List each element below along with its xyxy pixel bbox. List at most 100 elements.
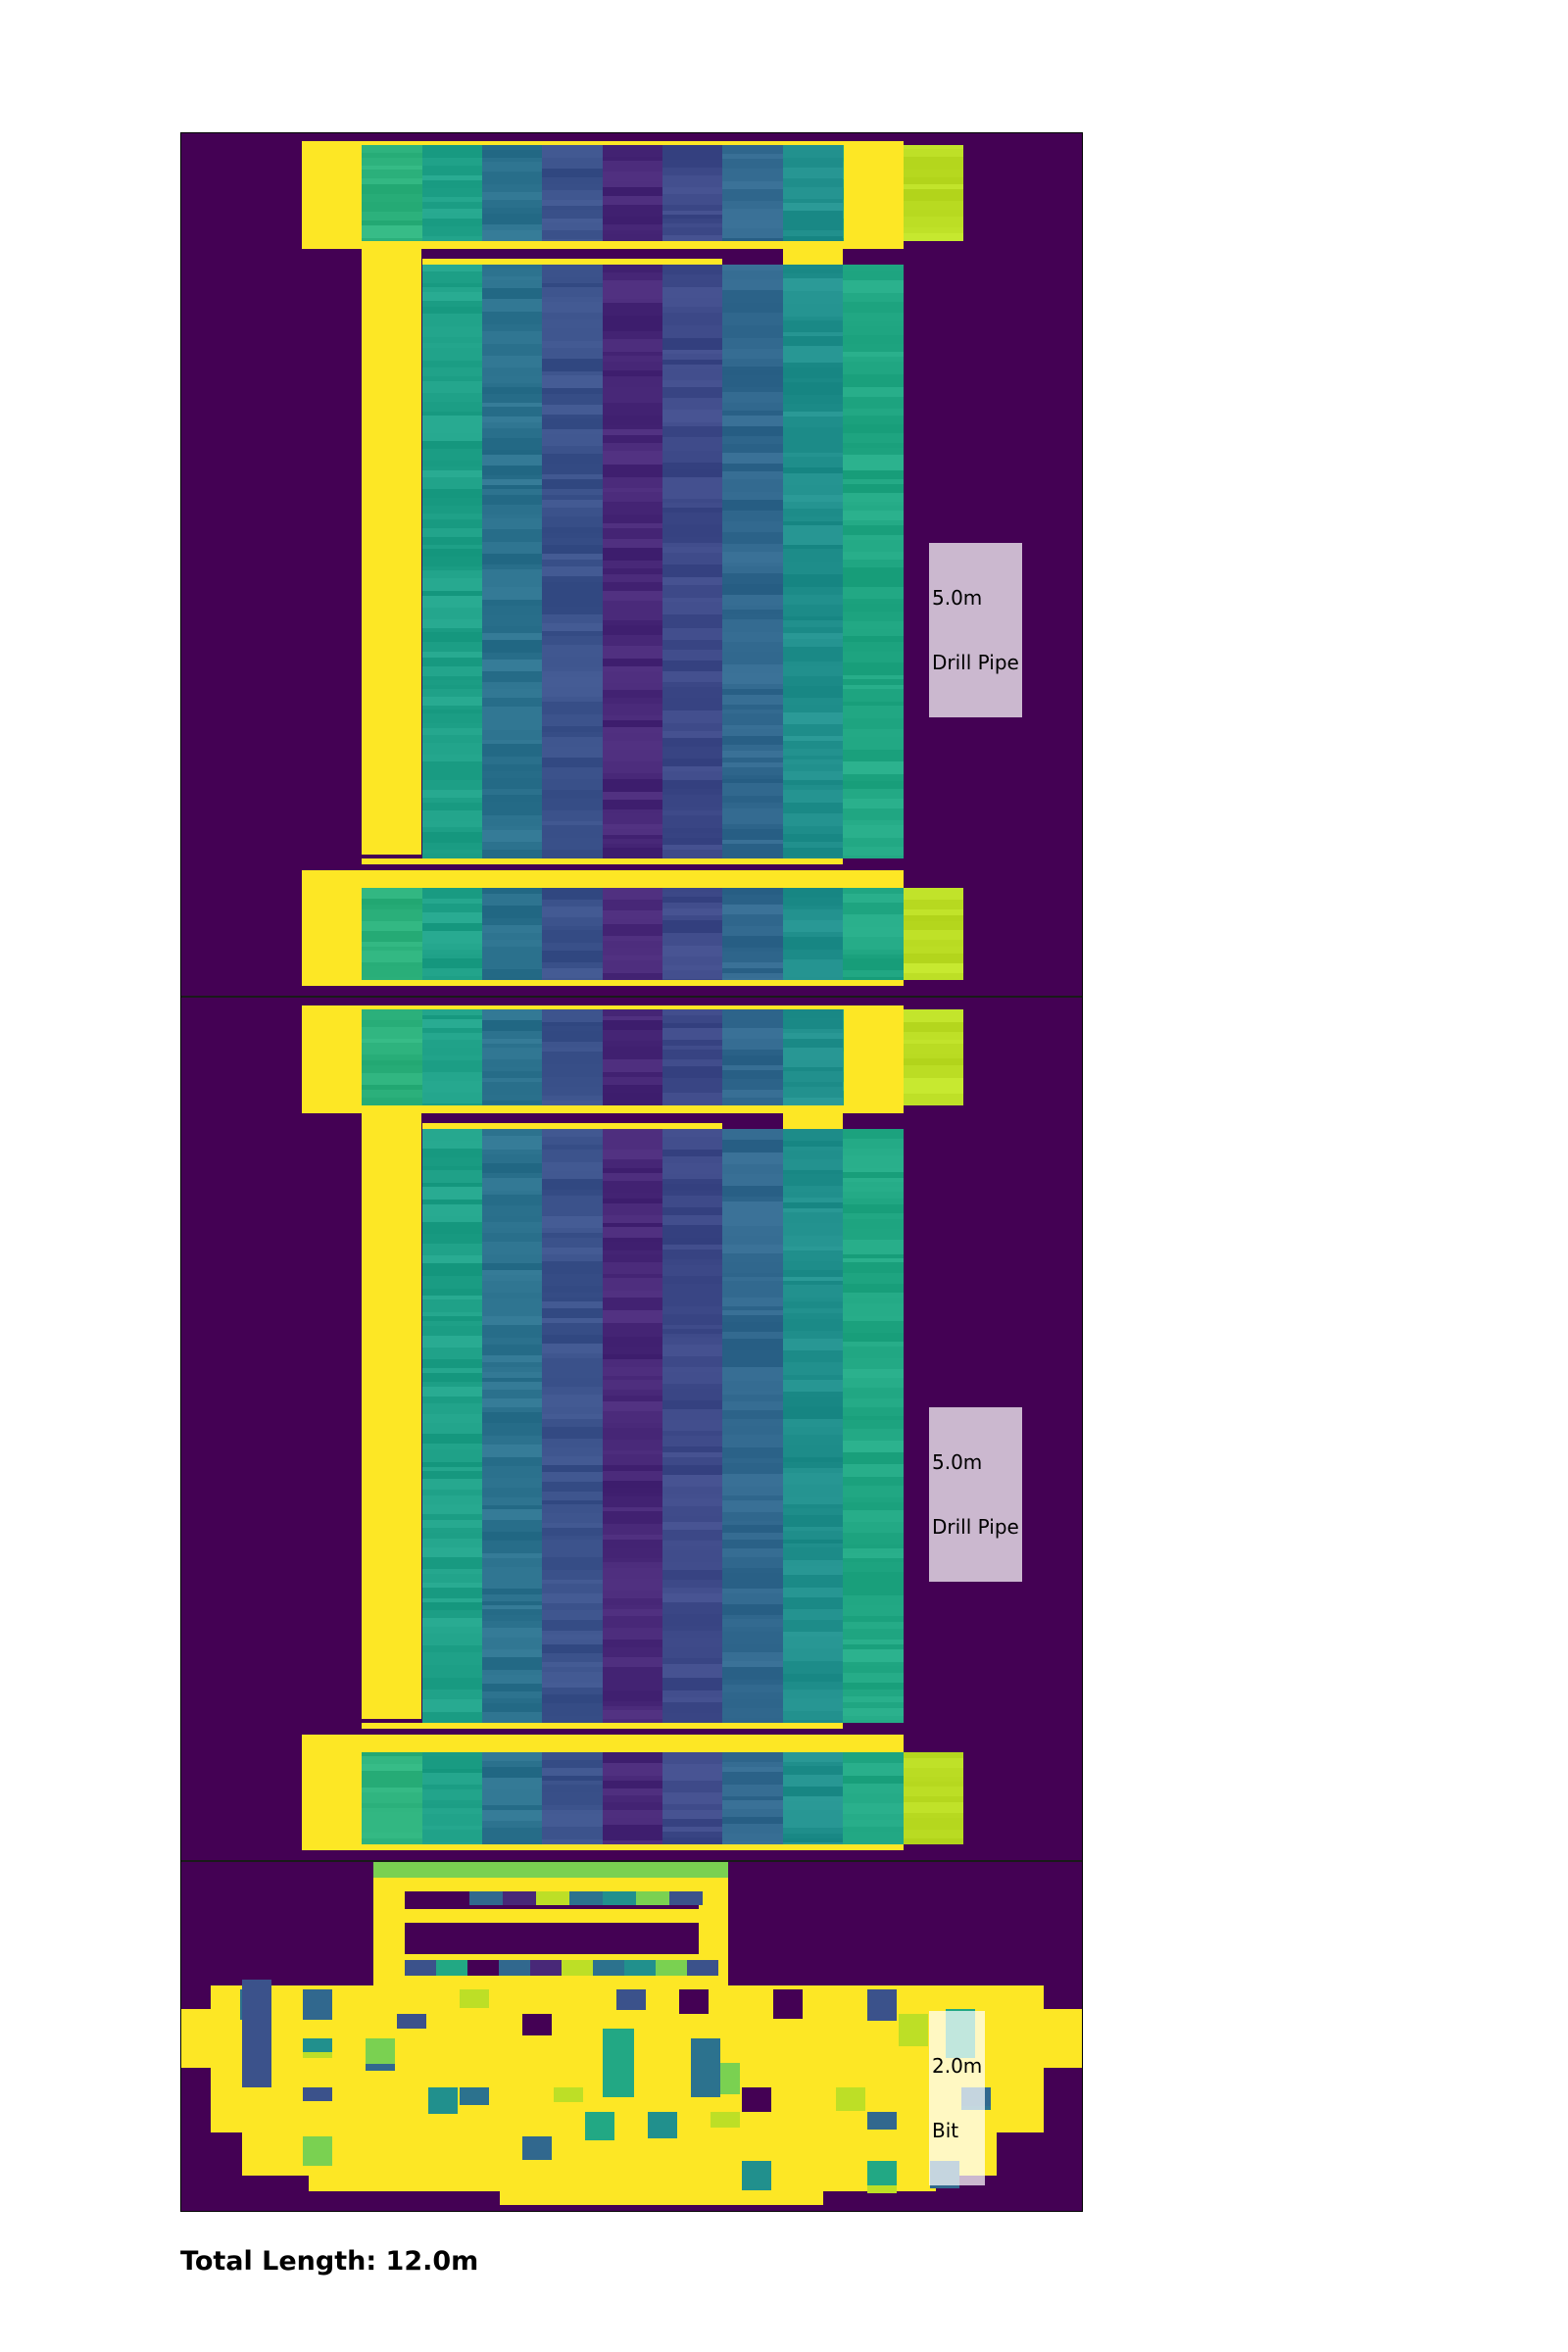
pipe-bore-cell	[482, 1281, 542, 1293]
pipe-bore-cell	[662, 602, 722, 614]
pipe-bore-cell	[662, 577, 722, 585]
tool-joint-cell	[542, 169, 603, 177]
pipe-bore-cell	[662, 1259, 722, 1265]
pipe-bore-cell	[542, 302, 603, 313]
pipe-bore-cell	[422, 381, 482, 393]
pipe-bore-cell	[843, 1369, 904, 1378]
pipe-bore-cell	[542, 1593, 603, 1603]
pipe-bore-cell	[542, 1196, 603, 1208]
pipe-bore-cell	[542, 464, 603, 474]
pipe-bore-cell	[843, 484, 904, 493]
pipe-bore-cell	[662, 628, 722, 640]
pipe-bore-cell	[482, 1228, 542, 1233]
tool-joint-cell	[783, 145, 843, 158]
pipe-bore-cell	[542, 1504, 603, 1513]
pipe-bore-cell	[542, 1703, 603, 1716]
pipe-bore-cell	[662, 766, 722, 771]
pipe-bore-cell	[783, 359, 843, 363]
pipe-bore-cell	[722, 387, 783, 392]
pipe-bore-cell	[783, 712, 843, 724]
pipe-bore-cell	[542, 1447, 603, 1456]
tool-joint-cell	[362, 1060, 422, 1065]
tool-joint-cell	[422, 1040, 482, 1048]
pipe-bore-cell	[422, 1276, 482, 1289]
pipe-bore-cell	[722, 595, 783, 606]
pipe-bore-cell	[422, 755, 482, 761]
pipe-bore-cell	[542, 714, 603, 726]
pipe-bore-cell	[722, 1395, 783, 1401]
pipe-bore-cell	[722, 1487, 783, 1495]
pipe-bore-cell	[603, 387, 662, 393]
tool-joint-cell	[422, 1785, 482, 1789]
pipe-bore-cell	[542, 1366, 603, 1378]
pipe-bore-cell	[722, 1667, 783, 1680]
pipe-bore-cell	[422, 628, 482, 632]
tool-joint-cell	[542, 978, 603, 980]
pipe-bore-cell	[422, 1547, 482, 1557]
pipe-bore-cell	[783, 605, 843, 616]
pipe-bore-cell	[843, 1321, 904, 1333]
pipe-bore-cell	[662, 1265, 722, 1276]
pipe-bore-cell	[722, 684, 783, 689]
section-name-text: Drill Pipe	[932, 652, 1019, 673]
pipe-bore-cell	[843, 344, 904, 352]
pipe-bore-cell	[843, 1358, 904, 1369]
pipe-bore-cell	[662, 499, 722, 503]
pipe-bore-cell	[783, 1350, 843, 1362]
tool-joint-cell	[662, 1792, 722, 1804]
pipe-bore-cell	[662, 1215, 722, 1225]
pipe-bore-cell	[722, 303, 783, 313]
pipe-bore-cell	[603, 488, 662, 492]
pipe-bore-cell	[783, 1285, 843, 1298]
pipe-bore-cell	[722, 664, 783, 673]
tool-joint-cell	[362, 1756, 422, 1764]
pipe-bore-cell	[722, 1699, 783, 1708]
pipe-bore-cell	[542, 348, 603, 359]
tool-joint-cell	[603, 1776, 662, 1781]
pipe-bore-cell	[422, 314, 482, 326]
pipe-bore-cell	[662, 1238, 722, 1245]
pipe-bore-cell	[662, 1593, 722, 1602]
tool-joint-cell	[662, 1772, 722, 1781]
pipe-bore-cell	[422, 1444, 482, 1449]
pipe-bore-cell	[542, 1308, 603, 1318]
pipe-bore-cell	[422, 422, 482, 433]
tool-joint-cell	[422, 145, 482, 158]
pipe-bore-cell	[843, 352, 904, 357]
pipe-bore-cell	[662, 508, 722, 513]
pipe-bore-cell	[603, 1609, 662, 1616]
tool-joint-cell	[603, 1016, 662, 1020]
pipe-bore-cell	[843, 675, 904, 679]
pipe-bore-cell	[783, 1192, 843, 1198]
pipe-bore-cell	[662, 1174, 722, 1179]
pipe-bore-cell	[422, 1583, 482, 1588]
tool-joint-cell	[482, 1805, 542, 1810]
tool-joint-cell	[422, 1060, 482, 1072]
pipe-bore-cell	[843, 642, 904, 652]
pipe-bore-cell	[422, 461, 482, 466]
pipe-bore-cell	[422, 843, 482, 850]
pipe-bore-cell	[422, 706, 482, 710]
pipe-bore-cell	[542, 667, 603, 671]
pipe-bore-cell	[662, 1207, 722, 1215]
pipe-bore-cell	[662, 759, 722, 766]
pipe-bore-cell	[603, 272, 662, 280]
pipe-bore-cell	[662, 1137, 722, 1144]
pipe-bore-cell	[662, 1284, 722, 1294]
pipe-bore-cell	[722, 762, 783, 767]
tool-joint-cell	[783, 158, 843, 168]
tool-joint-cell	[482, 906, 542, 918]
tool-joint-cell	[904, 184, 963, 189]
pipe-bore-cell	[603, 416, 662, 425]
bit-shank-slot	[405, 1923, 699, 1940]
tool-joint-cell	[722, 895, 783, 905]
pipe-bore-cell	[422, 348, 482, 361]
pipe-bore-cell	[482, 475, 542, 479]
pipe-bore-cell	[722, 814, 783, 824]
pipe-bore-cell	[722, 1356, 783, 1367]
pipe-bore-cell	[843, 612, 904, 621]
pipe-bore-cell	[542, 508, 603, 516]
pipe-bore-cell	[843, 293, 904, 302]
tool-joint-cell	[542, 1031, 603, 1042]
pipe-bore-cell	[783, 1682, 843, 1690]
